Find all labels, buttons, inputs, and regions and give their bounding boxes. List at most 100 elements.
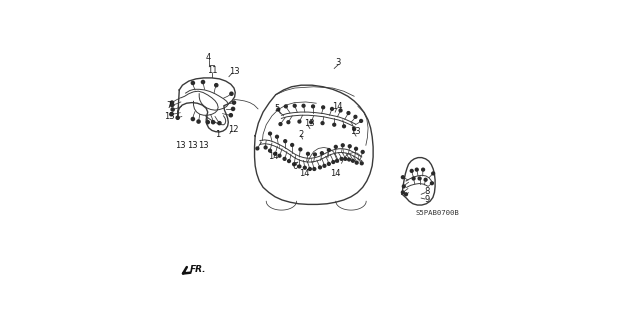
Circle shape [360, 162, 363, 165]
Circle shape [214, 84, 218, 87]
Text: 13: 13 [228, 67, 239, 76]
Text: 4: 4 [206, 53, 211, 62]
Circle shape [206, 121, 209, 124]
Circle shape [361, 151, 364, 153]
Circle shape [212, 121, 214, 124]
Circle shape [232, 107, 235, 110]
Circle shape [340, 158, 343, 160]
Circle shape [424, 178, 427, 181]
Circle shape [323, 164, 326, 167]
Text: 12: 12 [228, 125, 238, 134]
Circle shape [170, 113, 173, 116]
Circle shape [170, 104, 173, 107]
Circle shape [355, 147, 358, 150]
Text: 14: 14 [332, 102, 342, 111]
Circle shape [264, 146, 267, 149]
Circle shape [333, 123, 335, 126]
Text: 6: 6 [292, 162, 298, 171]
Circle shape [355, 161, 358, 164]
Text: 13: 13 [303, 119, 314, 128]
Circle shape [351, 160, 355, 162]
Circle shape [404, 193, 408, 196]
Circle shape [299, 148, 302, 151]
Circle shape [412, 177, 415, 180]
Circle shape [341, 144, 344, 147]
Circle shape [171, 108, 174, 111]
Circle shape [283, 158, 286, 160]
Circle shape [269, 132, 271, 135]
Text: 2: 2 [298, 130, 303, 139]
Text: 11: 11 [207, 66, 218, 76]
Circle shape [313, 167, 316, 170]
Circle shape [422, 168, 424, 171]
Circle shape [344, 158, 347, 160]
Circle shape [328, 162, 330, 165]
Circle shape [197, 120, 200, 123]
Circle shape [298, 120, 301, 123]
Circle shape [256, 147, 259, 150]
Circle shape [278, 154, 281, 157]
Circle shape [312, 105, 314, 108]
Circle shape [310, 121, 312, 123]
Circle shape [274, 152, 276, 155]
Circle shape [176, 116, 179, 119]
Circle shape [321, 122, 324, 124]
Text: 13: 13 [175, 141, 186, 150]
Circle shape [284, 105, 287, 108]
Circle shape [202, 80, 205, 84]
Text: 13: 13 [164, 112, 175, 121]
Circle shape [302, 104, 305, 107]
Circle shape [191, 81, 195, 85]
Circle shape [432, 172, 435, 175]
Circle shape [334, 145, 337, 148]
Text: 5: 5 [275, 104, 280, 113]
Text: 14: 14 [299, 169, 309, 178]
Circle shape [298, 165, 301, 168]
Circle shape [308, 167, 311, 170]
Text: 13: 13 [187, 141, 197, 150]
Text: 7: 7 [166, 101, 172, 110]
Text: 1: 1 [214, 130, 220, 139]
Circle shape [339, 109, 342, 112]
Circle shape [287, 160, 291, 162]
Circle shape [191, 117, 195, 121]
Circle shape [303, 166, 307, 169]
Circle shape [353, 128, 356, 130]
Text: S5PAB0700B: S5PAB0700B [415, 210, 459, 216]
Text: 13: 13 [198, 141, 209, 150]
Circle shape [322, 106, 324, 109]
Circle shape [292, 163, 296, 166]
Circle shape [314, 153, 316, 156]
Circle shape [287, 121, 290, 123]
Circle shape [321, 152, 323, 155]
Circle shape [401, 191, 404, 194]
Text: 14: 14 [268, 152, 278, 161]
Circle shape [284, 140, 287, 143]
Circle shape [328, 149, 330, 152]
Circle shape [418, 177, 421, 180]
Circle shape [415, 168, 418, 171]
Text: 8: 8 [425, 187, 430, 196]
Circle shape [307, 152, 309, 155]
Circle shape [347, 112, 350, 115]
Circle shape [335, 160, 339, 162]
Circle shape [319, 166, 321, 169]
Text: 13: 13 [350, 127, 361, 136]
Circle shape [276, 135, 278, 138]
Circle shape [354, 115, 357, 118]
Text: FR.: FR. [189, 265, 206, 274]
Circle shape [410, 169, 413, 172]
Circle shape [218, 122, 221, 125]
Circle shape [170, 101, 173, 104]
Circle shape [401, 176, 404, 179]
Circle shape [348, 158, 351, 161]
Circle shape [332, 160, 335, 163]
Circle shape [360, 120, 362, 122]
Circle shape [331, 108, 333, 110]
Text: 14: 14 [330, 169, 340, 178]
Circle shape [279, 123, 282, 125]
Circle shape [431, 182, 433, 185]
Circle shape [232, 101, 236, 104]
Circle shape [348, 145, 351, 148]
Circle shape [291, 144, 294, 146]
